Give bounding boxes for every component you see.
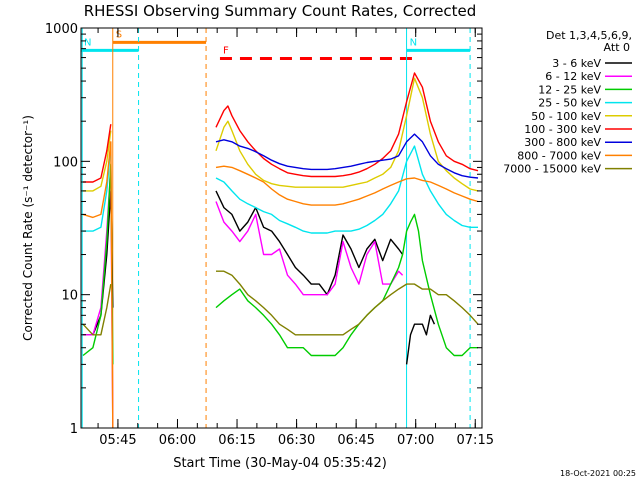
series-line-50-100-kev: [83, 130, 112, 192]
x-tick-label: 06:15: [218, 433, 255, 448]
y-axis-label: Corrected Count Rate (s⁻¹ detector⁻¹): [21, 115, 35, 341]
series-line-7000-15000-kev: [82, 283, 112, 336]
y-tick-label: 100: [53, 155, 78, 170]
x-axis-label: Start Time (30-May-04 05:35:42): [173, 456, 387, 471]
legend-label-100-300-kev: 100 - 300 keV: [524, 123, 601, 136]
series-line-300-800-kev: [215, 133, 479, 179]
flag-label: S: [116, 29, 122, 40]
legend-label-6-12-kev: 6 - 12 keV: [545, 70, 601, 83]
y-tick-label: 1000: [45, 22, 78, 37]
y-tick-label: 10: [61, 289, 78, 304]
x-tick-label: 07:15: [457, 433, 494, 448]
x-tick-label: 06:45: [337, 433, 374, 448]
legend-header-line-1: Det 1,3,4,5,6,9,: [546, 29, 632, 42]
legend-header-line-2: Att 0: [604, 41, 630, 54]
series-line-800-7000-kev: [215, 165, 479, 206]
series-line-3-6-kev: [215, 190, 404, 296]
plot-frame: [80, 27, 483, 429]
legend-label-25-50-kev: 25 - 50 keV: [538, 97, 601, 110]
legend-label-800-7000-kev: 800 - 7000 keV: [517, 149, 601, 162]
series-line-800-7000-kev: [82, 141, 114, 429]
series-line-50-100-kev: [215, 77, 479, 192]
legend-label-3-6-kev: 3 - 6 keV: [552, 57, 601, 70]
series-line-25-50-kev: [83, 146, 112, 232]
flag-label: N: [410, 37, 417, 48]
series-line-25-50-kev: [215, 145, 478, 234]
flag-label: F: [223, 46, 229, 57]
x-tick-label: 05:45: [99, 433, 136, 448]
series-line-100-300-kev: [215, 72, 479, 178]
flag-label: N: [84, 37, 91, 48]
x-tick-label: 07:00: [397, 433, 434, 448]
axis-ticks: 1 10 100 1000 05:45 06:00 06:15 06:30 06:45 07:00…: [45, 22, 494, 448]
series-line-100-300-kev: [83, 124, 112, 183]
legend-label-300-800-kev: 300 - 800 keV: [524, 136, 601, 149]
x-tick-label: 06:30: [278, 433, 315, 448]
series-lines: [82, 72, 479, 429]
series-line-12-25-kev: [215, 213, 478, 357]
chart-title: RHESSI Observing Summary Count Rates, Co…: [84, 2, 477, 20]
legend-label-12-25-kev: 12 - 25 keV: [538, 83, 601, 96]
series-line-7000-15000-kev: [216, 270, 479, 336]
y-tick-label: 1: [70, 422, 78, 437]
series-line-6-12-kev: [215, 201, 404, 296]
x-tick-label: 06:00: [159, 433, 196, 448]
legend-label-7000-15000-kev: 7000 - 15000 keV: [503, 163, 601, 176]
date-stamp: 18-Oct-2021 00:25: [560, 469, 636, 478]
legend-label-50-100-kev: 50 - 100 keV: [531, 110, 601, 123]
state-flags: S N N F: [81, 29, 471, 61]
series-line-3-6-kev: [405, 314, 436, 365]
